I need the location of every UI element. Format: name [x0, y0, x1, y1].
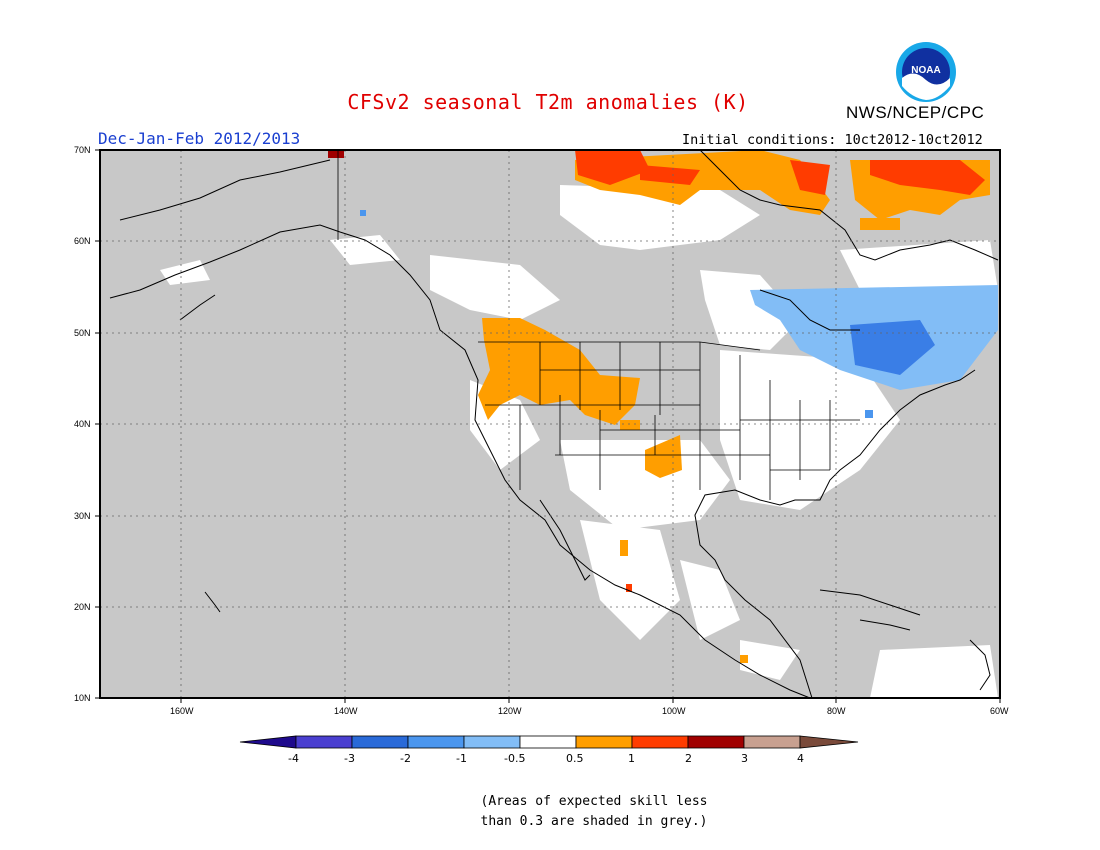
agency-label: NWS/NCEP/CPC — [846, 103, 985, 122]
lat-label: 10N — [74, 693, 91, 703]
strong-above-region — [575, 150, 985, 592]
colorbar-tick: 1 — [628, 752, 635, 765]
colorbar-tick: 0.5 — [566, 752, 584, 765]
footnote-line: (Areas of expected skill less — [480, 794, 708, 809]
colorbar-segment — [239, 735, 297, 749]
logo-text: NOAA — [911, 65, 940, 76]
colorbar-segment — [743, 735, 801, 749]
colorbar-segment — [631, 735, 689, 749]
colorbar-segment — [575, 735, 633, 749]
colorbar-segment — [463, 735, 521, 749]
initial-conditions: Initial conditions: 10ct2012-10ct2012 — [682, 132, 983, 148]
colorbar-tick: -2 — [400, 752, 411, 765]
map-title: CFSv2 seasonal T2m anomalies (K) — [347, 90, 749, 114]
colorbar-tick: -0.5 — [504, 752, 526, 765]
skill-footnote: (Areas of expected skill less than 0.3 a… — [0, 792, 1100, 832]
lon-label: 60W — [990, 706, 1009, 716]
lon-label: 140W — [334, 706, 358, 716]
colorbar-segment — [687, 735, 745, 749]
colorbar-segment — [351, 735, 409, 749]
below-normal-region — [360, 210, 998, 418]
graticule — [100, 150, 1000, 698]
forecast-period: Dec-Jan-Feb 2012/2013 — [98, 129, 301, 148]
extreme-above-cell — [328, 150, 344, 158]
colorbar-segment — [295, 735, 353, 749]
state-borders — [337, 150, 860, 500]
lat-label: 30N — [74, 511, 91, 521]
colorbar-tick: -3 — [344, 752, 355, 765]
lat-label: 60N — [74, 236, 91, 246]
colorbar-segment — [799, 735, 859, 749]
footnote-line: than 0.3 are shaded in grey.) — [480, 814, 708, 829]
colorbar — [239, 735, 859, 749]
colorbar-tick: 3 — [741, 752, 748, 765]
lon-label: 100W — [662, 706, 686, 716]
lat-label: 50N — [74, 328, 91, 338]
colorbar-tick: -4 — [288, 752, 299, 765]
lon-label: 120W — [498, 706, 522, 716]
lat-label: 70N — [74, 145, 91, 155]
lon-label: 80W — [827, 706, 846, 716]
lat-label: 40N — [74, 419, 91, 429]
colorbar-tick: -1 — [456, 752, 467, 765]
noaa-logo: NOAA — [896, 42, 956, 102]
colorbar-segment — [407, 735, 465, 749]
colorbar-tick: 4 — [797, 752, 804, 765]
lat-label: 20N — [74, 602, 91, 612]
map-frame — [99, 149, 1001, 699]
colorbar-segment — [519, 735, 577, 749]
near-normal-patches — [160, 185, 998, 698]
colorbar-tick: 2 — [685, 752, 692, 765]
coastlines — [109, 149, 999, 699]
lon-label: 160W — [170, 706, 194, 716]
